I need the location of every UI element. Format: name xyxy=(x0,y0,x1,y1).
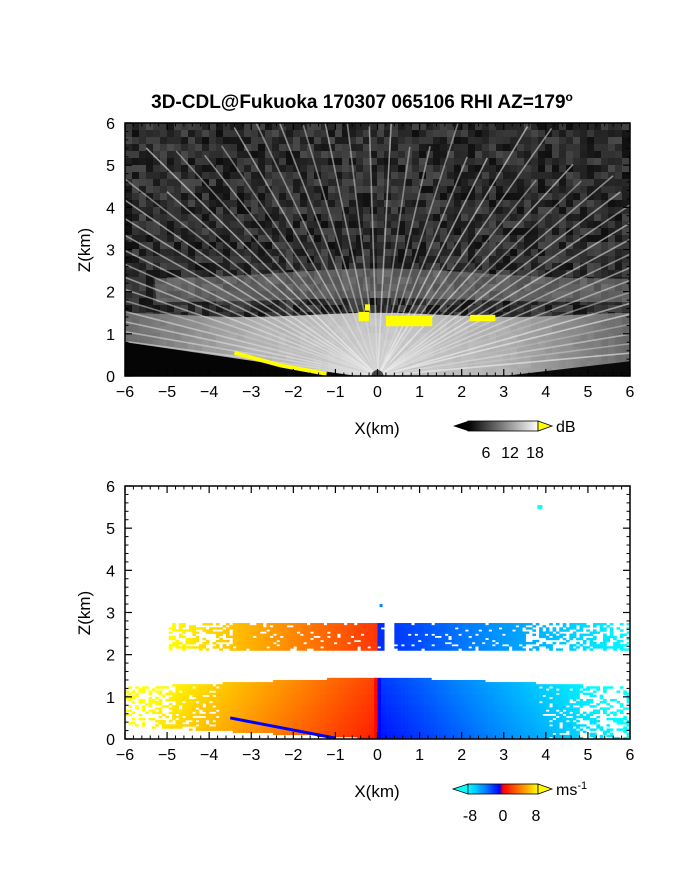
snr-x-tick-label: −6 xyxy=(116,384,134,401)
velocity-x-axis-label: X(km) xyxy=(354,782,399,801)
velocity-x-tick-label: −6 xyxy=(116,747,134,764)
snr-y-tick-label: 2 xyxy=(106,285,115,302)
snr-y-tick-label: 3 xyxy=(106,243,115,260)
velocity-x-tick-label: −4 xyxy=(200,747,218,764)
snr-x-tick-label: 5 xyxy=(583,384,592,401)
velocity-colorbar-tick: 8 xyxy=(532,808,541,825)
snr-y-tick-label: 1 xyxy=(106,327,115,344)
snr-x-tick-label: 4 xyxy=(541,384,550,401)
velocity-x-tick-label: −1 xyxy=(326,747,344,764)
snr-y-tick-label: 0 xyxy=(106,369,115,386)
snr-x-tick-label: 6 xyxy=(626,384,635,401)
velocity-x-tick-label: 6 xyxy=(626,747,635,764)
velocity-y-tick-label: 1 xyxy=(106,690,115,707)
snr-colorbar-tick: 6 xyxy=(482,445,491,462)
snr-x-tick-label: 3 xyxy=(499,384,508,401)
velocity-colorbar-tick: -8 xyxy=(463,808,477,825)
snr-x-tick-label: −2 xyxy=(284,384,302,401)
velocity-x-tick-label: −2 xyxy=(284,747,302,764)
velocity-colorbar-unit: ms-1 xyxy=(556,780,587,799)
velocity-y-tick-label: 6 xyxy=(106,479,115,496)
velocity-y-tick-label: 5 xyxy=(106,521,115,538)
velocity-colorbar: ms-1 -8 0 8 xyxy=(453,780,587,825)
velocity-y-axis-label: Z(km) xyxy=(75,591,94,635)
snr-x-axis-label: X(km) xyxy=(354,419,399,438)
snr-x-tick-label: 1 xyxy=(415,384,424,401)
snr-high-patch xyxy=(470,315,495,321)
snr-y-tick-label: 4 xyxy=(106,200,115,217)
snr-colorbar-tick: 18 xyxy=(526,445,544,462)
snr-y-tick-label: 5 xyxy=(106,158,115,175)
velocity-x-tick-label: 0 xyxy=(373,747,382,764)
snr-x-tick-label: 0 xyxy=(373,384,382,401)
velocity-x-tick-label: 1 xyxy=(415,747,424,764)
snr-high-patch xyxy=(359,312,370,321)
velocity-y-tick-label: 2 xyxy=(106,648,115,665)
figure-title: 3D-CDL@Fukuoka 170307 065106 RHI AZ=179o xyxy=(151,90,573,113)
snr-y-axis-label: Z(km) xyxy=(75,228,94,272)
snr-x-tick-label: −5 xyxy=(158,384,176,401)
snr-x-tick-label: 2 xyxy=(457,384,466,401)
velocity-x-tick-label: 4 xyxy=(541,747,550,764)
snr-x-tick-label: −1 xyxy=(326,384,344,401)
velocity-x-tick-label: 2 xyxy=(457,747,466,764)
snr-colorbar-tick: 12 xyxy=(501,445,519,462)
snr-colorbar-unit: dB xyxy=(556,419,576,436)
snr-x-tick-label: −3 xyxy=(242,384,260,401)
snr-colorbar: dB 6 12 18 xyxy=(453,419,576,462)
snr-x-tick-label: −4 xyxy=(200,384,218,401)
velocity-x-tick-label: 5 xyxy=(583,747,592,764)
velocity-y-tick-label: 3 xyxy=(106,606,115,623)
velocity-y-tick-label: 4 xyxy=(106,563,115,580)
snr-y-tick-label: 6 xyxy=(106,116,115,133)
snr-high-patch xyxy=(386,316,432,327)
velocity-colorbar-tick: 0 xyxy=(499,808,508,825)
velocity-x-tick-label: −3 xyxy=(242,747,260,764)
velocity-panel: −6 −5 −4 −3 −2 −1 0 1 2 3 4 5 6 0 1 2 3 4 5 6 Z(km) X(km) m… xyxy=(75,479,635,825)
velocity-x-tick-label: −5 xyxy=(158,747,176,764)
velocity-isolated-point xyxy=(537,505,542,509)
velocity-x-tick-label: 3 xyxy=(499,747,508,764)
snr-high-patch xyxy=(365,304,370,310)
velocity-y-tick-label: 0 xyxy=(106,732,115,749)
